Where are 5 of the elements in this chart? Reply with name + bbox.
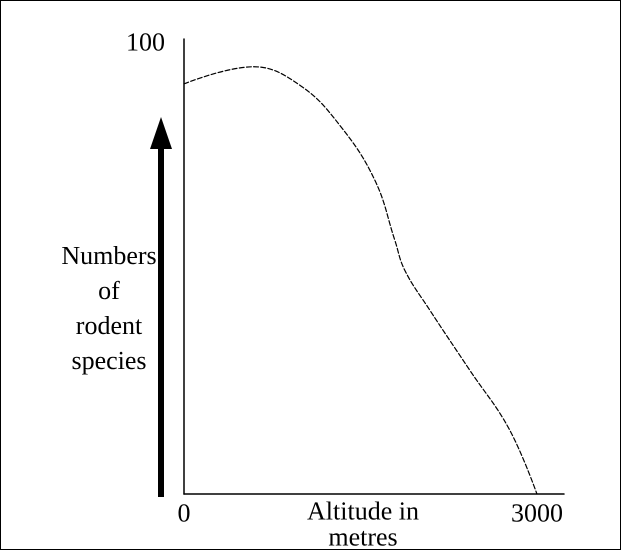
y-axis-title: Numbers of rodent species <box>61 241 157 375</box>
x-tick-label: 3000 <box>510 498 563 528</box>
x-tick-label: 0 <box>178 498 190 528</box>
x-axis-title: Altitude in metres <box>307 496 419 550</box>
text: 100 <box>126 28 165 56</box>
